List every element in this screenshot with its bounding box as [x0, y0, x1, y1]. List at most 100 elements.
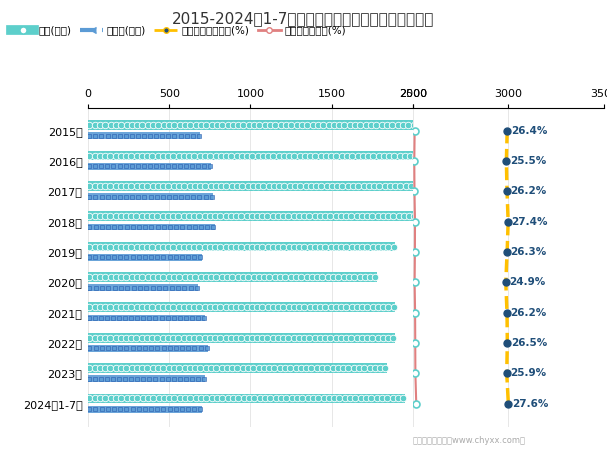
Point: [312, 273, 322, 281]
Point: [351, 213, 361, 220]
Point: [134, 405, 143, 413]
Point: [334, 122, 344, 129]
Point: [211, 182, 221, 189]
Point: [280, 182, 290, 189]
Point: [378, 243, 388, 250]
Point: [115, 405, 125, 413]
Point: [134, 193, 143, 200]
Point: [365, 365, 375, 372]
Point: [243, 365, 253, 372]
Point: [137, 213, 146, 220]
Bar: [88, 363, 387, 373]
Point: [140, 193, 149, 200]
Point: [331, 213, 341, 220]
Point: [252, 213, 262, 220]
Point: [110, 243, 120, 250]
Point: [242, 213, 251, 220]
Point: [163, 152, 173, 159]
Point: [84, 223, 94, 230]
Point: [122, 395, 132, 402]
Point: [310, 213, 319, 220]
Point: [398, 395, 408, 402]
Point: [97, 345, 107, 352]
Point: [352, 243, 362, 250]
Point: [163, 182, 173, 189]
Text: 15.1%: 15.1%: [422, 277, 459, 287]
Point: [161, 284, 171, 291]
Point: [190, 365, 200, 372]
Point: [284, 243, 294, 250]
Point: [157, 163, 167, 170]
Point: [263, 213, 273, 220]
Point: [97, 284, 107, 291]
Point: [148, 365, 158, 372]
Point: [153, 223, 163, 230]
Point: [127, 365, 137, 372]
Point: [416, 182, 426, 189]
Text: 制图：智研咋询（www.chyxx.com）: 制图：智研咋询（www.chyxx.com）: [413, 436, 526, 445]
Point: [115, 223, 125, 230]
Point: [300, 152, 310, 159]
Point: [195, 405, 205, 413]
Point: [163, 163, 173, 170]
Point: [291, 273, 301, 281]
Point: [140, 223, 150, 230]
Point: [132, 182, 141, 189]
Point: [353, 152, 362, 159]
Point: [100, 395, 110, 402]
Point: [269, 182, 279, 189]
Point: [215, 304, 225, 311]
Point: [378, 213, 388, 220]
Point: [126, 213, 136, 220]
Point: [132, 122, 142, 129]
Point: [238, 273, 248, 281]
Point: [175, 163, 185, 170]
Point: [252, 334, 262, 341]
Point: [324, 395, 334, 402]
Point: [158, 334, 168, 341]
Point: [148, 213, 157, 220]
Point: [175, 314, 185, 321]
Point: [388, 334, 398, 341]
Point: [142, 152, 152, 159]
Point: [109, 345, 119, 352]
Point: [390, 182, 400, 189]
Point: [194, 213, 204, 220]
Bar: [88, 375, 205, 382]
Point: [198, 314, 208, 321]
Point: [189, 152, 199, 159]
Point: [132, 273, 142, 281]
Point: [106, 182, 115, 189]
Point: [90, 405, 100, 413]
Point: [276, 395, 286, 402]
Point: [351, 334, 361, 341]
Point: [174, 213, 183, 220]
Bar: [88, 272, 377, 282]
Point: [212, 122, 222, 129]
Point: [291, 365, 300, 372]
Point: [383, 334, 393, 341]
Point: [340, 395, 350, 402]
Point: [343, 182, 353, 189]
Point: [300, 182, 310, 189]
Point: [226, 334, 236, 341]
Text: 25.9%: 25.9%: [510, 369, 546, 379]
Point: [95, 152, 104, 159]
Point: [198, 375, 208, 383]
Point: [227, 365, 237, 372]
Point: [84, 375, 94, 383]
Point: [121, 132, 131, 140]
Point: [84, 334, 94, 341]
Point: [103, 193, 112, 200]
Point: [184, 304, 194, 311]
Point: [138, 395, 148, 402]
Point: [215, 213, 225, 220]
Point: [279, 213, 288, 220]
Point: [399, 213, 409, 220]
Point: [103, 284, 113, 291]
Point: [273, 334, 283, 341]
Point: [158, 182, 168, 189]
Point: [158, 365, 168, 372]
Point: [216, 152, 226, 159]
Point: [103, 254, 113, 261]
